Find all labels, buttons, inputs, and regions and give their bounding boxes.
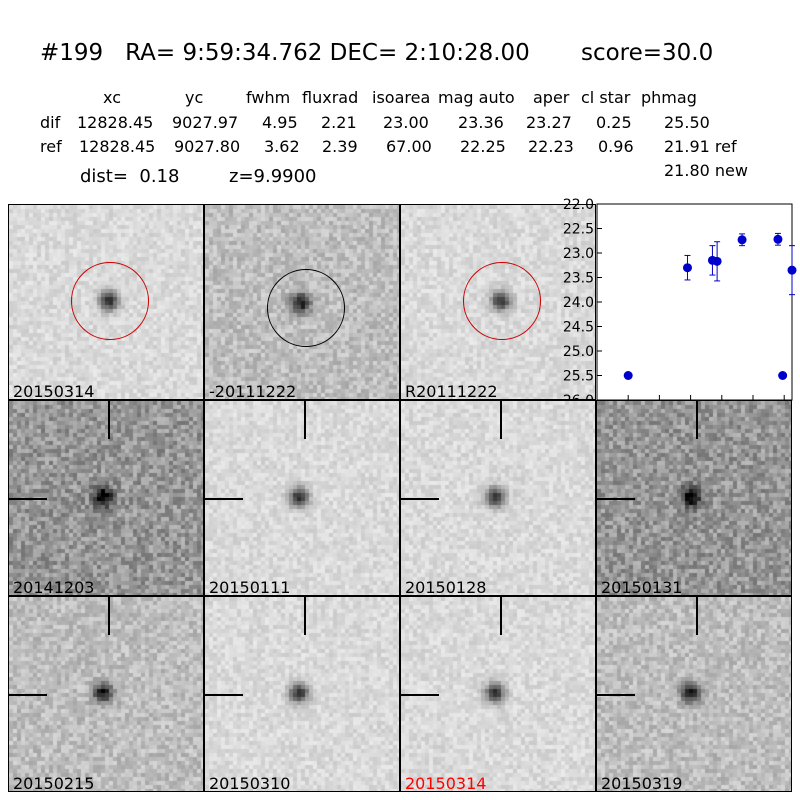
cutout-epoch: 20141203 bbox=[8, 400, 204, 596]
cutout-label: 20150319 bbox=[601, 774, 683, 792]
crosshair-tick-horizontal bbox=[597, 498, 635, 500]
data-point bbox=[682, 263, 692, 273]
row-dif-mag-auto: 23.36 bbox=[458, 113, 504, 132]
row-dif-isoarea: 23.00 bbox=[383, 113, 429, 132]
crosshair-tick-vertical bbox=[304, 401, 306, 439]
data-point bbox=[773, 234, 783, 244]
crosshair-tick-horizontal bbox=[597, 694, 635, 696]
cutout-label: 20141203 bbox=[13, 578, 95, 596]
crosshair-tick-vertical bbox=[108, 597, 110, 635]
dist-value: dist= 0.18 bbox=[80, 166, 180, 187]
column-header-yc: yc bbox=[185, 88, 204, 107]
data-point bbox=[787, 265, 797, 275]
circle-marker bbox=[71, 262, 149, 340]
y-tick-label: 23.5 bbox=[563, 271, 594, 287]
row-dif-aper: 23.27 bbox=[526, 113, 572, 132]
crosshair-tick-vertical bbox=[696, 401, 698, 439]
data-point bbox=[712, 256, 722, 266]
plot-frame bbox=[596, 203, 793, 401]
row-dif-phmag: 25.50 bbox=[664, 113, 710, 132]
row-ref-mag-auto: 22.25 bbox=[460, 137, 506, 156]
crosshair-tick-vertical bbox=[108, 401, 110, 439]
row-dif-fluxrad: 2.21 bbox=[321, 113, 357, 132]
cutout-epoch-current: 20150314 bbox=[400, 596, 596, 792]
row-ref-cl-star: 0.96 bbox=[598, 137, 634, 156]
cutout-label: R20111222 bbox=[405, 382, 498, 400]
column-header-isoarea: isoarea bbox=[372, 88, 431, 107]
row-dif-cl-star: 0.25 bbox=[596, 113, 632, 132]
column-header-fluxrad: fluxrad bbox=[302, 88, 359, 107]
column-header-mag-auto: mag auto bbox=[438, 88, 515, 107]
phmag-new: 21.80 new bbox=[664, 161, 748, 180]
y-tick-label: 22.5 bbox=[563, 222, 594, 238]
row-ref-aper: 22.23 bbox=[528, 137, 574, 156]
data-point bbox=[737, 235, 747, 245]
row-ref-fluxrad: 2.39 bbox=[322, 137, 358, 156]
cutout-label: 20150111 bbox=[209, 578, 291, 596]
row-dif-fwhm: 4.95 bbox=[262, 113, 298, 132]
row-ref-xc: 12828.45 bbox=[79, 137, 156, 156]
circle-marker bbox=[267, 269, 345, 347]
light-curve-plot: 22.022.523.023.524.024.525.025.526.0−120… bbox=[563, 197, 797, 420]
cutout-new: 20150314 bbox=[8, 204, 204, 400]
y-tick-label: 24.0 bbox=[563, 295, 594, 311]
row-ref-isoarea: 67.00 bbox=[386, 137, 432, 156]
cutout-label: 20150314 bbox=[405, 774, 487, 792]
cutout-epoch: 20150111 bbox=[204, 400, 400, 596]
cutout-reference: R20111222 bbox=[400, 204, 596, 400]
cutout-label: 20150128 bbox=[405, 578, 487, 596]
z-value: z=9.9900 bbox=[229, 166, 317, 187]
row-dif-label: dif bbox=[40, 113, 61, 132]
crosshair-tick-horizontal bbox=[9, 498, 47, 500]
cutout-epoch: 20150128 bbox=[400, 400, 596, 596]
cutout-label: -20111222 bbox=[209, 382, 297, 400]
crosshair-tick-horizontal bbox=[401, 694, 439, 696]
cutout-epoch: 20150131 bbox=[596, 400, 792, 596]
cutout-difference: -20111222 bbox=[204, 204, 400, 400]
title: #199 RA= 9:59:34.762 DEC= 2:10:28.00 sco… bbox=[40, 40, 714, 66]
row-ref-fwhm: 3.62 bbox=[264, 137, 300, 156]
y-tick-label: 24.5 bbox=[563, 320, 594, 336]
column-header-phmag: phmag bbox=[641, 88, 697, 107]
cutout-label: 20150314 bbox=[13, 382, 95, 400]
row-dif-yc: 9027.97 bbox=[172, 113, 239, 132]
column-header-aper: aper bbox=[533, 88, 570, 107]
data-point bbox=[778, 371, 788, 380]
crosshair-tick-horizontal bbox=[9, 694, 47, 696]
cutout-epoch: 20150310 bbox=[204, 596, 400, 792]
row-ref-phmag: 21.91 ref bbox=[664, 137, 737, 156]
crosshair-tick-horizontal bbox=[205, 694, 243, 696]
cutout-label: 20150215 bbox=[13, 774, 95, 792]
crosshair-tick-vertical bbox=[304, 597, 306, 635]
column-header-fwhm: fwhm bbox=[246, 88, 291, 107]
data-point bbox=[623, 371, 633, 380]
cutout-label: 20150131 bbox=[601, 578, 683, 596]
cutout-epoch: 20150215 bbox=[8, 596, 204, 792]
cutout-epoch: 20150319 bbox=[596, 596, 792, 792]
y-tick-label: 25.0 bbox=[563, 344, 594, 360]
row-ref-yc: 9027.80 bbox=[174, 137, 241, 156]
crosshair-tick-horizontal bbox=[401, 498, 439, 500]
row-dif-xc: 12828.45 bbox=[77, 113, 154, 132]
crosshair-tick-vertical bbox=[500, 401, 502, 439]
crosshair-tick-vertical bbox=[500, 597, 502, 635]
crosshair-tick-horizontal bbox=[205, 498, 243, 500]
crosshair-tick-vertical bbox=[696, 597, 698, 635]
y-tick-label: 23.0 bbox=[563, 246, 594, 262]
cutout-label: 20150310 bbox=[209, 774, 291, 792]
circle-marker bbox=[463, 262, 541, 340]
y-tick-label: 25.5 bbox=[563, 369, 594, 385]
row-ref-label: ref bbox=[40, 137, 62, 156]
column-header-xc: xc bbox=[103, 88, 121, 107]
column-header-cl-star: cl star bbox=[581, 88, 631, 107]
y-tick-label: 22.0 bbox=[563, 197, 594, 213]
